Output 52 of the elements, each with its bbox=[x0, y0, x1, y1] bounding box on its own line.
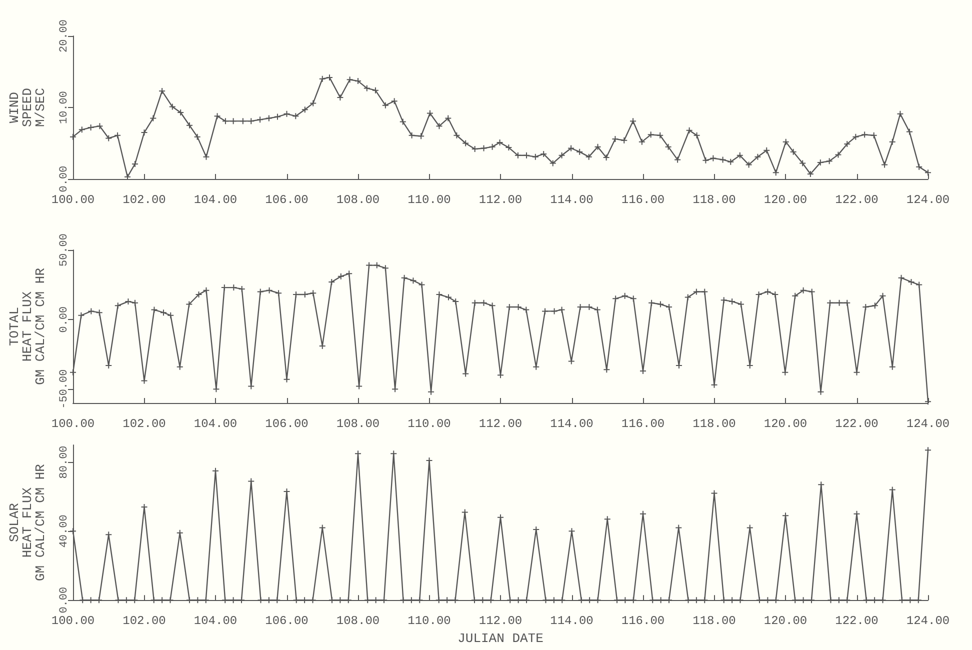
x-tick-label: 120.00 bbox=[764, 417, 808, 431]
x-tick-label: 120.00 bbox=[764, 193, 808, 207]
y-axis-title: WIND SPEED M/SEC bbox=[7, 88, 48, 128]
x-tick-label: 100.00 bbox=[51, 614, 95, 628]
x-tick-label: 124.00 bbox=[906, 614, 950, 628]
x-tick-label: 112.00 bbox=[478, 614, 522, 628]
y-tick-label: 0.00 bbox=[58, 586, 70, 614]
x-tick-label: 116.00 bbox=[621, 614, 665, 628]
x-tick-label: 102.00 bbox=[122, 417, 166, 431]
x-tick-label: 122.00 bbox=[835, 193, 878, 207]
x-tick-label: 118.00 bbox=[692, 417, 736, 431]
x-tick-label: 114.00 bbox=[550, 193, 594, 207]
x-tick-label: 124.00 bbox=[906, 417, 950, 431]
x-tick-label: 104.00 bbox=[194, 614, 238, 628]
x-tick-label: 100.00 bbox=[51, 417, 95, 431]
x-tick-label: 118.00 bbox=[692, 193, 736, 207]
x-tick-label: 122.00 bbox=[835, 614, 878, 628]
y-axis-title: SOLAR HEAT FLUX GM CAL/CM CM HR bbox=[7, 464, 48, 582]
x-tick-label: 116.00 bbox=[621, 417, 665, 431]
x-tick-label: 112.00 bbox=[478, 417, 522, 431]
x-tick-label: 114.00 bbox=[550, 417, 594, 431]
x-tick-label: 110.00 bbox=[408, 193, 451, 207]
x-tick-label: 124.00 bbox=[906, 193, 950, 207]
y-tick-label: 0.00 bbox=[58, 166, 70, 192]
x-tick-label: 100.00 bbox=[51, 193, 95, 207]
x-tick-label: 110.00 bbox=[408, 417, 451, 431]
x-tick-label: 116.00 bbox=[621, 193, 665, 207]
x-tick-label: 110.00 bbox=[408, 614, 451, 628]
x-tick-label: 102.00 bbox=[122, 193, 166, 207]
x-tick-label: 120.00 bbox=[764, 614, 808, 628]
x-tick-label: 112.00 bbox=[478, 193, 522, 207]
x-tick-label: 106.00 bbox=[265, 614, 308, 628]
y-axis-title: TOTAL HEAT FLUX GM CAL/CM CM HR bbox=[7, 268, 48, 386]
x-tick-label: 106.00 bbox=[265, 193, 308, 207]
y-tick-label: 10.00 bbox=[58, 90, 70, 124]
x-tick-label: 108.00 bbox=[336, 193, 380, 207]
x-tick-label: 106.00 bbox=[265, 417, 308, 431]
y-tick-label: 50.00 bbox=[58, 233, 70, 267]
x-tick-label: 104.00 bbox=[194, 417, 238, 431]
y-tick-label: 80.00 bbox=[58, 446, 70, 479]
x-tick-label: 114.00 bbox=[550, 614, 594, 628]
x-tick-label: 108.00 bbox=[336, 417, 380, 431]
x-tick-label: 118.00 bbox=[692, 614, 736, 628]
x-tick-label: 102.00 bbox=[122, 614, 166, 628]
x-tick-label: 122.00 bbox=[835, 417, 878, 431]
y-tick-label: 0.00 bbox=[58, 306, 70, 333]
x-tick-label: 108.00 bbox=[336, 614, 380, 628]
x-axis-title: JULIAN DATE bbox=[458, 631, 544, 646]
y-tick-label: -50.00 bbox=[58, 369, 70, 409]
y-tick-label: 20.00 bbox=[58, 19, 70, 53]
x-tick-label: 104.00 bbox=[194, 193, 238, 207]
y-tick-label: 40.00 bbox=[58, 514, 70, 548]
